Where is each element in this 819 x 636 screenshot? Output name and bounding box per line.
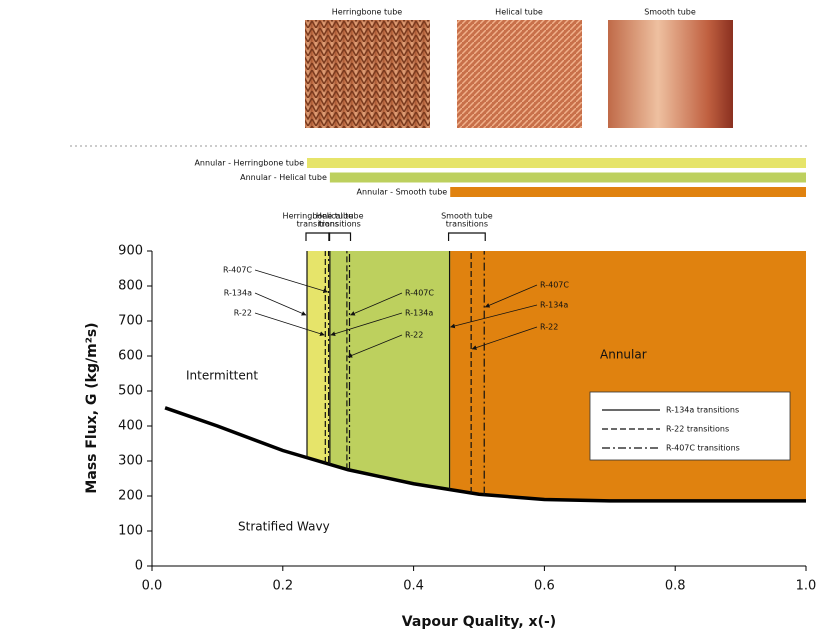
y-tick-label: 600 xyxy=(118,349,143,364)
annular-region xyxy=(450,251,806,501)
photo-label: Smooth tube xyxy=(644,8,696,17)
region-label: Stratified Wavy xyxy=(238,520,330,534)
legend-label: R-22 transitions xyxy=(666,425,729,434)
region-label: Intermittent xyxy=(186,369,258,383)
x-tick-label: 0.6 xyxy=(534,579,555,594)
y-tick-label: 800 xyxy=(118,279,143,294)
transition-label: R-22 xyxy=(405,331,423,340)
bracket xyxy=(306,233,330,241)
legend-label: R-407C transitions xyxy=(666,444,740,453)
x-tick-label: 0.0 xyxy=(142,579,163,594)
x-axis-title: Vapour Quality, x(-) xyxy=(402,614,556,630)
y-tick-label: 0 xyxy=(135,559,143,574)
transition-label: R-407C xyxy=(540,281,569,290)
x-tick-label: 0.8 xyxy=(665,579,686,594)
y-tick-label: 900 xyxy=(118,244,143,259)
photo-label: Herringbone tube xyxy=(332,8,403,17)
photo xyxy=(305,20,430,128)
transition-label: R-134a xyxy=(540,301,568,310)
bracket-label: transitions xyxy=(446,220,488,229)
transition-label: R-407C xyxy=(223,266,252,275)
legend-label: R-134a transitions xyxy=(666,406,739,415)
annular-bar-label: Annular - Helical tube xyxy=(240,173,327,182)
annular-bar xyxy=(307,158,806,168)
region-label: Annular xyxy=(600,348,647,362)
annular-bar-label: Annular - Herringbone tube xyxy=(194,159,304,168)
chart: Vapour Quality, x(-) Mass Flux, G (kg/m²… xyxy=(0,0,819,636)
y-tick-label: 200 xyxy=(118,489,143,504)
transition-label: R-22 xyxy=(234,309,252,318)
annular-bar-label: Annular - Smooth tube xyxy=(357,188,448,197)
y-tick-label: 100 xyxy=(118,524,143,539)
x-tick-label: 0.4 xyxy=(403,579,424,594)
bracket xyxy=(329,233,351,241)
photo-label: Helical tube xyxy=(495,8,543,17)
transition-label: R-134a xyxy=(224,289,252,298)
transition-label: R-407C xyxy=(405,289,434,298)
y-tick-label: 500 xyxy=(118,384,143,399)
arrow xyxy=(255,293,306,315)
annular-bar xyxy=(330,173,806,183)
x-tick-label: 0.2 xyxy=(272,579,293,594)
transition-label: R-22 xyxy=(540,323,558,332)
y-tick-label: 300 xyxy=(118,454,143,469)
transition-label: R-134a xyxy=(405,309,433,318)
annular-bar xyxy=(450,187,806,197)
photo xyxy=(608,20,733,128)
y-axis-title: Mass Flux, G (kg/m²s) xyxy=(84,322,100,493)
y-tick-label: 400 xyxy=(118,419,143,434)
photo xyxy=(457,20,582,128)
bracket xyxy=(449,233,486,241)
x-tick-label: 1.0 xyxy=(796,579,817,594)
bracket-label: transitions xyxy=(319,220,361,229)
y-tick-label: 700 xyxy=(118,314,143,329)
